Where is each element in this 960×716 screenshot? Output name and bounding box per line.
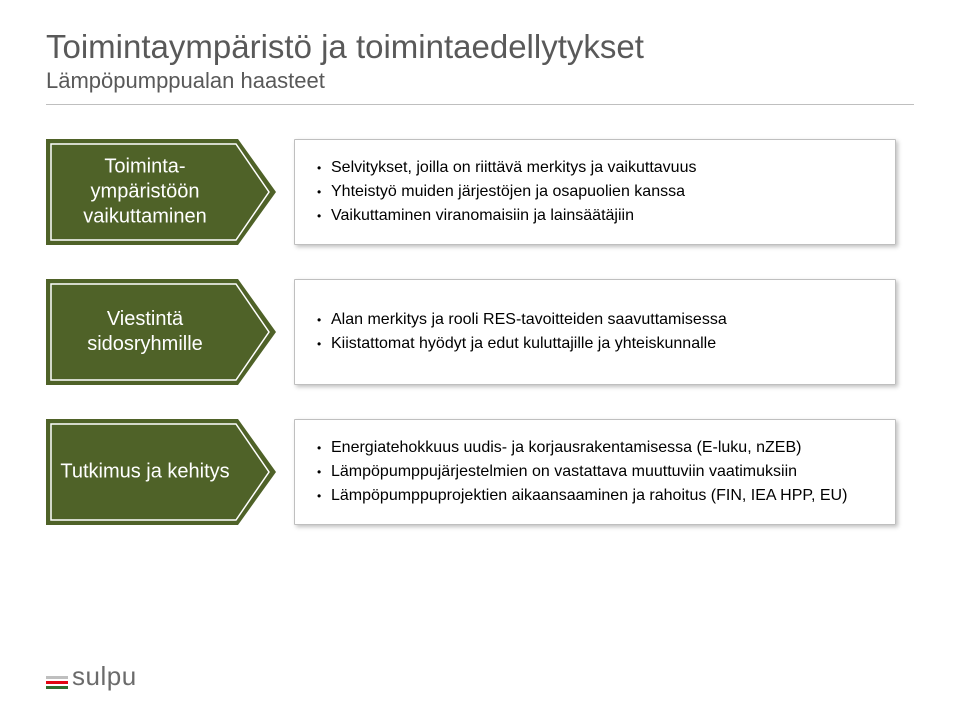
bullet: Selvitykset, joilla on riittävä merkitys… bbox=[315, 156, 696, 180]
bullet: Alan merkitys ja rooli RES-tavoitteiden … bbox=[315, 308, 727, 332]
bullets-box-1: Selvitykset, joilla on riittävä merkitys… bbox=[294, 139, 896, 245]
bullet: Vaikuttaminen viranomaisiin ja lainsäätä… bbox=[315, 204, 696, 228]
bullet: Kiistattomat hyödyt ja edut kuluttajille… bbox=[315, 332, 727, 356]
arrow-box-2: Viestintä sidosryhmille bbox=[46, 279, 276, 385]
bullet: Lämpöpumppuprojektien aikaansaaminen ja … bbox=[315, 484, 847, 508]
bullets-box-3: Energiatehokkuus uudis- ja korjausrakent… bbox=[294, 419, 896, 525]
row-2: Viestintä sidosryhmille Alan merkitys ja… bbox=[46, 279, 914, 385]
rows-container: Toiminta-ympäristöön vaikuttaminen Selvi… bbox=[46, 139, 914, 525]
arrow-box-3: Tutkimus ja kehitys bbox=[46, 419, 276, 525]
page-subtitle: Lämpöpumppualan haasteet bbox=[46, 68, 914, 94]
bullets-box-2: Alan merkitys ja rooli RES-tavoitteiden … bbox=[294, 279, 896, 385]
logo: sulpu bbox=[46, 661, 137, 692]
logo-bars-icon bbox=[46, 674, 68, 689]
bullet: Lämpöpumppujärjestelmien on vastattava m… bbox=[315, 460, 847, 484]
bullet: Yhteistyö muiden järjestöjen ja osapuoli… bbox=[315, 180, 696, 204]
divider bbox=[46, 104, 914, 105]
logo-text: sulpu bbox=[72, 661, 137, 692]
bullet: Energiatehokkuus uudis- ja korjausrakent… bbox=[315, 436, 847, 460]
arrow-box-1: Toiminta-ympäristöön vaikuttaminen bbox=[46, 139, 276, 245]
row-3: Tutkimus ja kehitys Energiatehokkuus uud… bbox=[46, 419, 914, 525]
arrow-label-1: Toiminta-ympäristöön vaikuttaminen bbox=[60, 154, 230, 229]
row-1: Toiminta-ympäristöön vaikuttaminen Selvi… bbox=[46, 139, 914, 245]
arrow-label-2: Viestintä sidosryhmille bbox=[60, 307, 230, 357]
page-title: Toimintaympäristö ja toimintaedellytykse… bbox=[46, 28, 914, 66]
arrow-label-3: Tutkimus ja kehitys bbox=[60, 459, 230, 484]
